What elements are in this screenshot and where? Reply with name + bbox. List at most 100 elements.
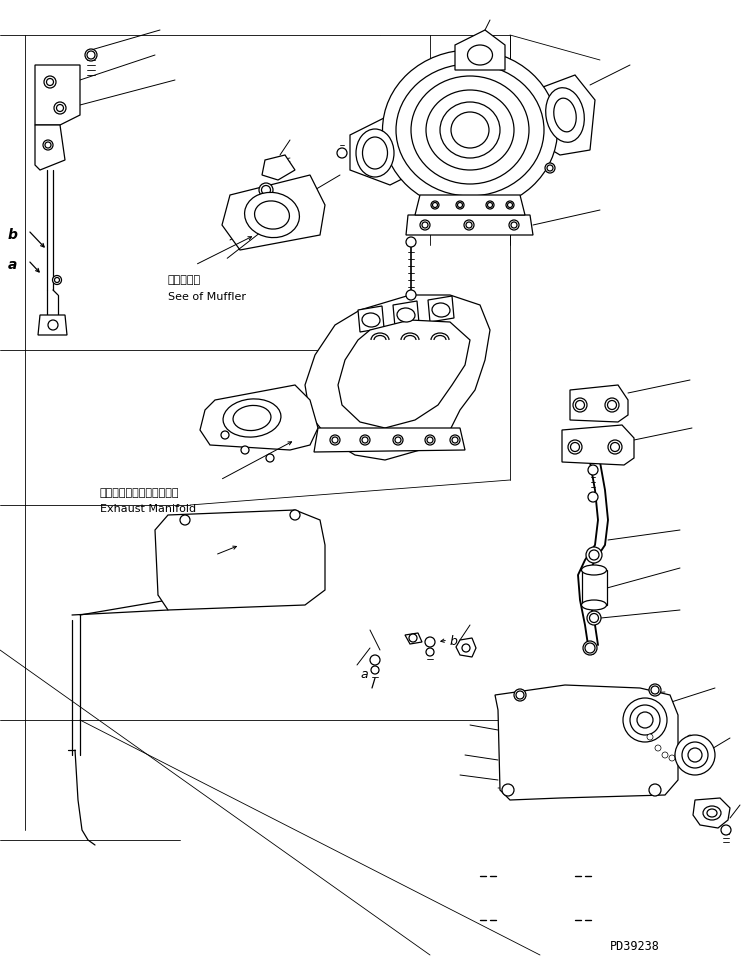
Ellipse shape — [468, 45, 492, 65]
Ellipse shape — [581, 600, 607, 610]
Circle shape — [588, 492, 598, 502]
Circle shape — [52, 276, 61, 284]
Circle shape — [669, 755, 675, 761]
Ellipse shape — [382, 50, 557, 210]
Circle shape — [486, 201, 494, 209]
Polygon shape — [428, 296, 454, 322]
Ellipse shape — [411, 76, 529, 184]
Circle shape — [426, 648, 434, 656]
Text: b: b — [8, 228, 18, 242]
Circle shape — [431, 201, 439, 209]
Circle shape — [337, 148, 347, 158]
Circle shape — [545, 163, 555, 173]
Circle shape — [48, 320, 58, 330]
Circle shape — [425, 637, 435, 647]
Circle shape — [362, 437, 368, 443]
Circle shape — [655, 745, 661, 751]
Circle shape — [266, 454, 274, 462]
Polygon shape — [314, 428, 465, 452]
Circle shape — [662, 752, 668, 758]
Text: a: a — [8, 258, 17, 272]
Polygon shape — [338, 320, 470, 428]
Circle shape — [583, 641, 597, 655]
Circle shape — [433, 203, 438, 208]
Circle shape — [647, 734, 653, 740]
Polygon shape — [358, 306, 384, 332]
Circle shape — [395, 437, 401, 443]
Circle shape — [241, 446, 249, 454]
Ellipse shape — [356, 129, 394, 177]
Circle shape — [427, 437, 433, 443]
Circle shape — [573, 398, 587, 412]
Ellipse shape — [223, 399, 281, 437]
Circle shape — [608, 440, 622, 454]
Polygon shape — [495, 685, 678, 800]
Ellipse shape — [244, 192, 300, 237]
Circle shape — [466, 222, 472, 228]
Polygon shape — [350, 115, 410, 185]
Circle shape — [259, 183, 273, 197]
Ellipse shape — [451, 112, 489, 148]
Ellipse shape — [432, 303, 450, 317]
Circle shape — [682, 742, 708, 768]
Ellipse shape — [703, 806, 721, 820]
Circle shape — [221, 431, 229, 439]
Circle shape — [290, 510, 300, 520]
Ellipse shape — [707, 809, 717, 817]
Polygon shape — [455, 30, 505, 70]
Text: b: b — [450, 635, 458, 648]
Circle shape — [409, 634, 417, 642]
Polygon shape — [406, 215, 533, 235]
Circle shape — [649, 684, 661, 696]
Ellipse shape — [397, 308, 415, 322]
Circle shape — [687, 735, 693, 741]
Circle shape — [607, 400, 616, 410]
Circle shape — [54, 102, 66, 114]
Circle shape — [330, 435, 340, 445]
Circle shape — [450, 435, 460, 445]
Circle shape — [630, 705, 660, 735]
Circle shape — [675, 752, 681, 758]
Circle shape — [456, 201, 464, 209]
Circle shape — [502, 784, 514, 796]
Circle shape — [589, 613, 598, 622]
Polygon shape — [222, 175, 325, 250]
Circle shape — [332, 437, 338, 443]
Polygon shape — [405, 633, 422, 644]
Ellipse shape — [440, 102, 500, 158]
Ellipse shape — [554, 99, 576, 132]
Polygon shape — [200, 385, 318, 450]
Polygon shape — [35, 125, 65, 170]
Circle shape — [623, 698, 667, 742]
Polygon shape — [570, 385, 628, 422]
Circle shape — [588, 465, 598, 475]
Circle shape — [360, 435, 370, 445]
Polygon shape — [35, 65, 80, 125]
Circle shape — [406, 290, 416, 300]
Circle shape — [180, 515, 190, 525]
Circle shape — [506, 201, 514, 209]
Text: See of Muffler: See of Muffler — [168, 292, 246, 302]
Polygon shape — [456, 638, 476, 657]
Ellipse shape — [255, 201, 289, 229]
Ellipse shape — [233, 406, 271, 431]
Circle shape — [509, 220, 519, 230]
Circle shape — [55, 278, 60, 282]
Circle shape — [651, 686, 659, 694]
Polygon shape — [262, 155, 295, 180]
Text: エキゾーストマニホールド: エキゾーストマニホールド — [100, 488, 179, 498]
Polygon shape — [582, 570, 607, 605]
Circle shape — [43, 140, 53, 150]
Circle shape — [547, 165, 553, 171]
Ellipse shape — [581, 565, 607, 575]
Polygon shape — [38, 315, 67, 335]
Circle shape — [261, 186, 270, 194]
Text: a: a — [360, 668, 368, 681]
Circle shape — [85, 49, 97, 61]
Circle shape — [422, 222, 428, 228]
Circle shape — [457, 203, 462, 208]
Circle shape — [57, 104, 63, 112]
Ellipse shape — [546, 88, 584, 143]
Circle shape — [45, 142, 51, 148]
Circle shape — [46, 78, 54, 85]
